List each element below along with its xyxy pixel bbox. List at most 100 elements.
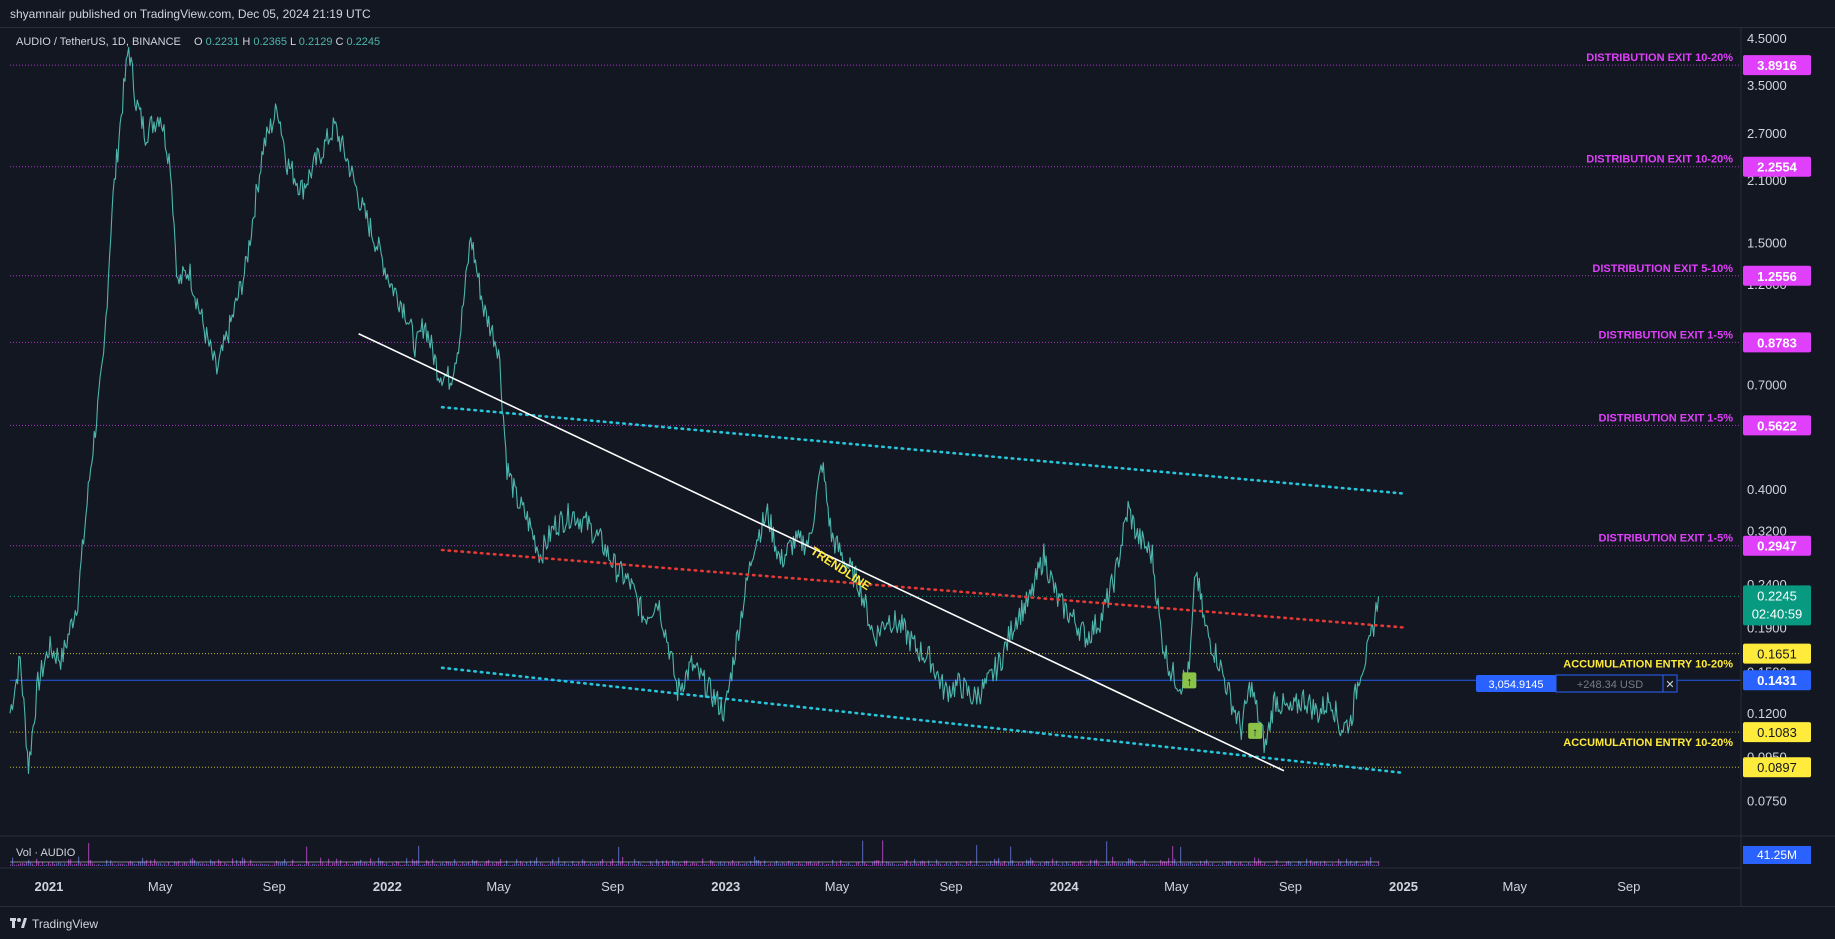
level-labels: DISTRIBUTION EXIT 10-20% DISTRIBUTION EXI… [1563, 52, 1733, 749]
level-label: DISTRIBUTION EXIT 1-5% [1599, 412, 1734, 424]
volume-bar [540, 862, 542, 866]
volume-bar [522, 862, 524, 866]
volume-bar [236, 860, 238, 866]
position-close-box[interactable] [1662, 674, 1678, 693]
volume-bar [398, 862, 400, 866]
volume-bar [1322, 864, 1324, 866]
y-tick-label: 0.0750 [1747, 794, 1787, 809]
volume-bar [1356, 860, 1358, 866]
volume-bar [974, 864, 976, 866]
volume-bar [18, 864, 20, 866]
volume-bar [384, 863, 386, 866]
volume-bar [762, 864, 764, 866]
volume-bar [628, 862, 630, 866]
volume-bar [1242, 863, 1244, 866]
volume-bar [554, 863, 556, 866]
volume-bar [1246, 864, 1248, 866]
volume-bar [986, 863, 988, 866]
volume-bar [26, 862, 28, 866]
volume-bar [342, 864, 344, 866]
volume-bar [1298, 861, 1300, 866]
volume-bar [200, 863, 202, 866]
volume-bar [254, 864, 256, 866]
volume-bar [640, 863, 642, 866]
volume-bar [84, 863, 86, 866]
volume-bar [94, 864, 96, 866]
volume-bar [934, 864, 936, 866]
volume-bar [1318, 863, 1320, 866]
volume-bar [20, 863, 22, 866]
volume-bar [1150, 864, 1152, 866]
volume-bar [848, 862, 850, 866]
volume-bar [1066, 861, 1068, 866]
volume-bar [1366, 860, 1368, 866]
volume-bar [468, 861, 470, 866]
volume-bar [1216, 864, 1218, 866]
volume-bar [502, 864, 504, 866]
volume-bar [1334, 864, 1336, 866]
volume-bar [1376, 864, 1378, 866]
volume-bar [1016, 864, 1018, 866]
volume-bar [182, 863, 184, 866]
volume-bar [760, 861, 762, 866]
volume-bar [588, 864, 590, 866]
volume-bar [530, 860, 532, 866]
volume-bar [212, 861, 214, 866]
level-label: ACCUMULATION ENTRY 10-20% [1563, 737, 1733, 749]
volume-bar [354, 862, 356, 866]
volume-bar [842, 864, 844, 866]
volume-bar [202, 863, 204, 866]
volume-bar [874, 860, 876, 866]
volume-bar [670, 864, 672, 866]
close-icon[interactable]: ✕ [1665, 679, 1674, 691]
volume-bar [644, 864, 646, 866]
position-widget[interactable]: 3,054.9145 +248.34 USD ✕ [1476, 674, 1678, 693]
event-markers[interactable]: ↑↑ [1182, 672, 1263, 739]
volume-bar [396, 861, 398, 866]
x-tick-label: May [825, 879, 850, 894]
volume-bar [1092, 864, 1094, 866]
volume-bar [198, 862, 200, 866]
volume-bar [546, 864, 548, 866]
time-axis[interactable]: 2021 May Sep 2022 May Sep 2023 May Sep 2024 May Sep… [34, 879, 1640, 894]
volume-bar [126, 864, 128, 866]
volume-bar [446, 861, 448, 866]
volume-bar [1190, 861, 1192, 866]
volume-bar [372, 862, 374, 866]
volume-bar [1270, 864, 1272, 866]
volume-bar [494, 863, 496, 866]
volume-bar [940, 863, 942, 866]
volume-bar [1152, 864, 1154, 866]
volume-bar [280, 862, 282, 866]
volume-bar [680, 864, 682, 866]
volume-bar [1100, 864, 1102, 866]
volume-bar [1220, 864, 1222, 866]
volume-bar [956, 860, 958, 866]
volume-bar [188, 864, 190, 866]
volume-bar [756, 860, 758, 866]
lower-channel [440, 666, 1405, 775]
volume-bar [454, 859, 456, 866]
volume-bar [576, 863, 578, 866]
level-badge [1743, 415, 1811, 436]
volume-bar [264, 864, 266, 866]
volume-bar [448, 861, 450, 866]
ohlc-key: C [336, 36, 347, 48]
volume-bar [856, 862, 858, 866]
volume-bar [294, 864, 296, 866]
volume-bar [604, 864, 606, 866]
volume-bar [432, 859, 434, 866]
volume-bar [1194, 864, 1196, 866]
marker-arrow: ↑ [1252, 725, 1258, 739]
volume-bar [210, 859, 212, 866]
volume-bar [1032, 860, 1034, 866]
volume-bar [376, 864, 378, 866]
level-label: DISTRIBUTION EXIT 5-10% [1592, 263, 1733, 275]
volume-bar [1134, 861, 1136, 866]
volume-bar [1226, 861, 1228, 866]
level-badge [1743, 643, 1811, 664]
volume-bar [650, 861, 652, 866]
volume-bar [1108, 861, 1110, 866]
volume-bar [1204, 861, 1206, 866]
